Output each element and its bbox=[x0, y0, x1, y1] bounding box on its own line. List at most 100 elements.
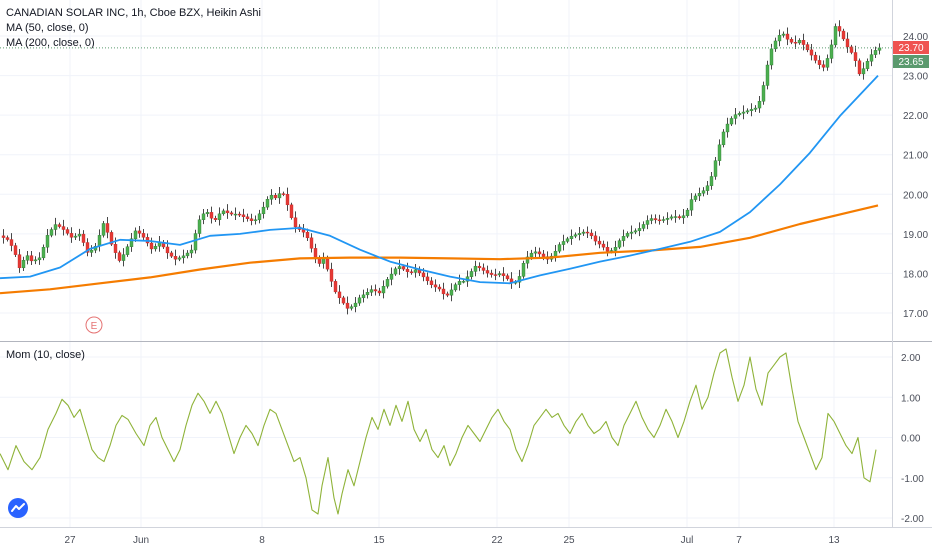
candle-body bbox=[865, 61, 870, 69]
candle-body bbox=[249, 218, 254, 221]
candle-body bbox=[233, 213, 238, 216]
candle-body bbox=[753, 107, 758, 110]
candle-body bbox=[109, 232, 114, 245]
momentum-tick-label: -2.00 bbox=[901, 514, 924, 525]
candle-body bbox=[645, 220, 650, 225]
candle-body bbox=[397, 266, 402, 270]
candle-body bbox=[557, 244, 562, 252]
candle-body bbox=[361, 294, 366, 299]
candle-body bbox=[649, 218, 654, 221]
candle-body bbox=[345, 302, 350, 309]
candle-body bbox=[669, 216, 674, 219]
candle-body bbox=[329, 268, 334, 282]
tradingview-logo-icon[interactable] bbox=[8, 498, 28, 518]
candle-body bbox=[129, 238, 134, 247]
candle-body bbox=[433, 284, 438, 288]
candle-body bbox=[821, 64, 826, 68]
candle-body bbox=[805, 44, 810, 51]
candle-body bbox=[797, 40, 802, 44]
candle-body bbox=[61, 226, 66, 230]
price-tick-label: 21.00 bbox=[903, 151, 928, 162]
candle-body bbox=[709, 176, 714, 186]
candle-body bbox=[581, 231, 586, 234]
candle-body bbox=[593, 235, 598, 242]
candle-body bbox=[241, 214, 246, 217]
candle-body bbox=[269, 195, 274, 200]
candle-body bbox=[845, 38, 850, 48]
candle-body bbox=[793, 42, 798, 44]
candle-body bbox=[213, 218, 218, 220]
candle-body bbox=[837, 26, 842, 32]
time-tick-label: 25 bbox=[563, 535, 575, 546]
candle-body bbox=[25, 255, 30, 261]
candle-body bbox=[273, 195, 278, 199]
chart-title[interactable]: CANADIAN SOLAR INC, 1h, Cboe BZX, Heikin… bbox=[6, 7, 261, 19]
candle-body bbox=[185, 252, 190, 257]
candle-body bbox=[81, 233, 86, 243]
time-tick-label: 22 bbox=[491, 535, 503, 546]
candle-body bbox=[389, 273, 394, 280]
candle-body bbox=[705, 185, 710, 191]
ma-price-badge[interactable] bbox=[893, 55, 929, 68]
candle-body bbox=[565, 238, 570, 242]
candle-body bbox=[577, 233, 582, 235]
candle-body bbox=[869, 54, 874, 62]
candle-body bbox=[761, 85, 766, 102]
time-tick-label: Jun bbox=[133, 535, 149, 546]
candle-body bbox=[341, 297, 346, 304]
candle-body bbox=[9, 239, 14, 246]
candle-body bbox=[713, 160, 718, 177]
candle-body bbox=[765, 64, 770, 86]
candle-body bbox=[253, 219, 258, 221]
momentum-legend[interactable]: Mom (10, close) bbox=[6, 349, 85, 361]
candle-body bbox=[13, 245, 18, 255]
candle-body bbox=[349, 306, 354, 309]
last-price-badge-text: 23.70 bbox=[898, 43, 923, 54]
candle-body bbox=[17, 254, 22, 269]
candle-body bbox=[65, 229, 70, 234]
candle-body bbox=[677, 216, 682, 219]
candle-body bbox=[501, 273, 506, 276]
candle-body bbox=[841, 30, 846, 40]
ma50-legend[interactable]: MA (50, close, 0) bbox=[6, 22, 89, 34]
candle-body bbox=[473, 265, 478, 272]
candle-body bbox=[333, 281, 338, 293]
candle-body bbox=[53, 224, 58, 230]
candle-body bbox=[785, 33, 790, 40]
momentum-tick-label: 1.00 bbox=[901, 393, 921, 404]
candle-body bbox=[409, 271, 414, 273]
price-candles bbox=[1, 20, 882, 315]
candle-body bbox=[573, 234, 578, 237]
candle-body bbox=[749, 109, 754, 111]
candle-body bbox=[453, 284, 458, 291]
candle-body bbox=[197, 219, 202, 234]
candle-body bbox=[245, 216, 250, 219]
price-tick-label: 17.00 bbox=[903, 309, 928, 320]
candle-body bbox=[625, 233, 630, 237]
candle-body bbox=[121, 254, 126, 261]
price-legend: CANADIAN SOLAR INC, 1h, Cboe BZX, Heikin… bbox=[6, 6, 261, 51]
candle-body bbox=[505, 275, 510, 280]
candle-body bbox=[717, 144, 722, 161]
candle-body bbox=[441, 288, 446, 295]
candle-body bbox=[533, 251, 538, 254]
ma200-legend[interactable]: MA (200, close, 0) bbox=[6, 37, 95, 49]
candle-body bbox=[457, 281, 462, 285]
candle-body bbox=[721, 131, 726, 146]
candle-body bbox=[285, 194, 290, 206]
last-price-badge[interactable] bbox=[893, 41, 929, 54]
candle-body bbox=[217, 213, 222, 220]
candle-body bbox=[309, 237, 314, 249]
candle-body bbox=[1, 235, 6, 238]
candle-body bbox=[633, 230, 638, 233]
candle-body bbox=[413, 269, 418, 273]
candle-body bbox=[745, 110, 750, 113]
candle-body bbox=[421, 272, 426, 278]
candle-body bbox=[261, 206, 266, 215]
price-tick-label: 18.00 bbox=[903, 269, 928, 280]
candle-body bbox=[613, 247, 618, 251]
candle-body bbox=[97, 235, 102, 247]
earnings-marker[interactable] bbox=[85, 316, 103, 334]
